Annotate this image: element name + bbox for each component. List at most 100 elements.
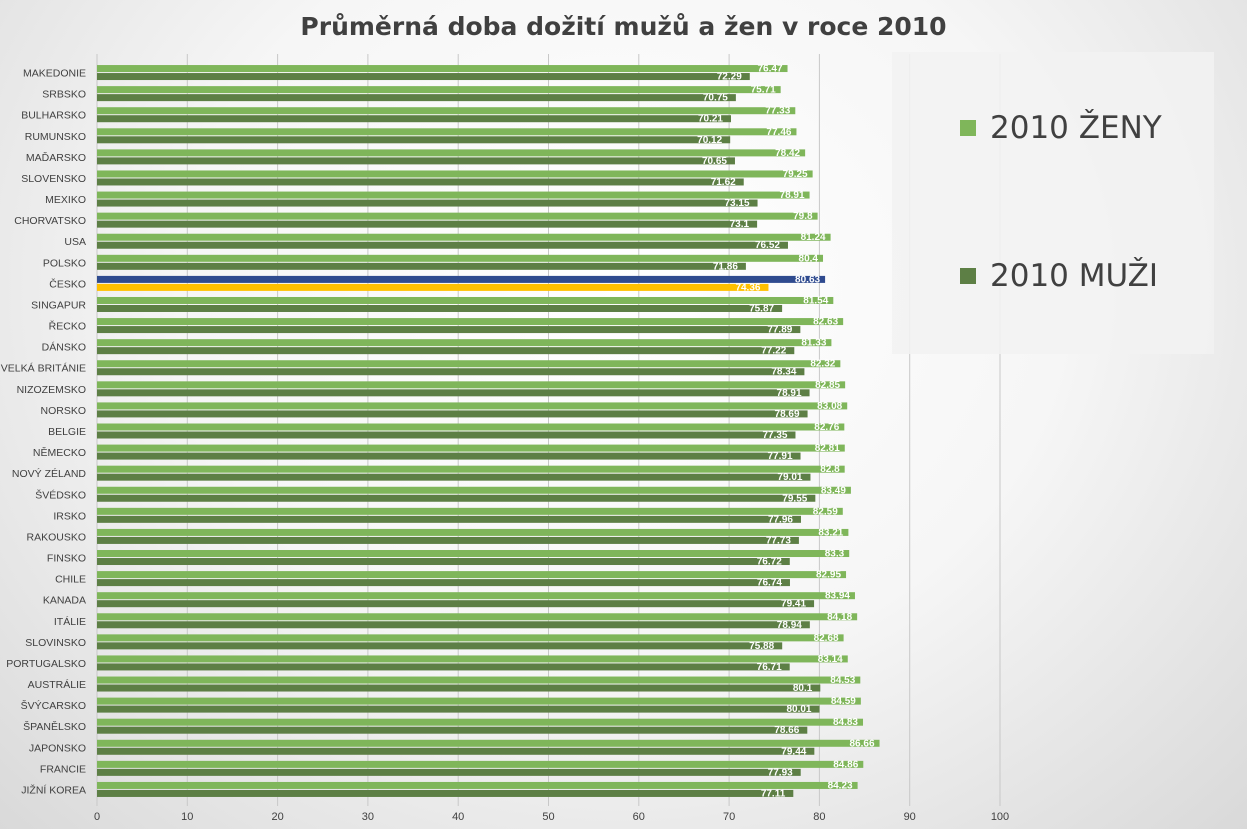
bar-zeny — [97, 65, 788, 73]
value-label-muzi: 76.52 — [755, 240, 780, 251]
bar-muzi — [97, 115, 731, 123]
bar-muzi — [97, 410, 808, 418]
x-tick-label: 100 — [991, 811, 1009, 823]
bar-zeny — [97, 423, 845, 431]
bar-muzi — [97, 768, 801, 776]
bar-zeny — [97, 191, 810, 199]
bar-muzi — [97, 705, 820, 713]
bar-muzi — [97, 642, 783, 650]
value-label-zeny: 83.49 — [821, 485, 846, 496]
x-tick-label: 10 — [181, 811, 193, 823]
bar-muzi — [97, 452, 801, 460]
value-label-zeny: 83.3 — [825, 549, 845, 560]
bar-zeny — [97, 676, 861, 684]
legend-swatch-zeny — [960, 120, 976, 136]
bar-zeny — [97, 254, 824, 262]
category-label: FRANCIE — [40, 763, 86, 775]
value-label-zeny: 82.95 — [816, 570, 841, 581]
category-label: VELKÁ BRITÁNIE — [1, 362, 86, 375]
bar-muzi — [97, 789, 794, 797]
category-label: USA — [64, 236, 86, 248]
chart-title: Průměrná doba dožití mužů a žen v roce 2… — [300, 12, 947, 41]
category-labels: MAKEDONIE SRBSKO BULHARSKO RUMUNSKO MAĎARSKO… — [1, 68, 87, 797]
legend-label-muzi: 2010 MUŽI — [990, 258, 1159, 294]
bar-muzi — [97, 515, 801, 523]
value-label-muzi: 73.15 — [725, 198, 750, 209]
bar-muzi — [97, 157, 735, 165]
category-label: SRBSKO — [42, 89, 86, 101]
bar-zeny — [97, 296, 834, 304]
legend: 2010 ŽENY 2010 MUŽI — [892, 52, 1214, 354]
bar-muzi — [97, 494, 816, 502]
x-tick-label: 90 — [904, 811, 916, 823]
category-label: DÁNSKO — [42, 341, 86, 354]
bar-muzi — [97, 262, 746, 270]
bar-zeny — [97, 592, 855, 600]
category-label: JIŽNÍ KOREA — [21, 783, 86, 796]
bar-muzi — [97, 347, 795, 355]
bar-zeny — [97, 571, 847, 579]
value-label-muzi: 77.11 — [761, 788, 786, 799]
legend-item-zeny[interactable]: 2010 ŽENY — [960, 110, 1162, 146]
value-label-muzi: 77.22 — [761, 346, 786, 357]
value-label-zeny: 83.21 — [818, 527, 843, 538]
bars — [97, 65, 880, 797]
legend-item-muzi[interactable]: 2010 MUŽI — [960, 258, 1158, 294]
bar-zeny — [97, 634, 844, 642]
bar-muzi — [97, 136, 731, 144]
value-label-muzi: 77.89 — [767, 325, 792, 336]
category-label: PORTUGALSKO — [6, 658, 86, 670]
value-label-zeny: 81.54 — [803, 295, 828, 306]
value-label-zeny: 79.8 — [793, 211, 813, 222]
category-label: ČESKO — [49, 277, 86, 290]
value-label-zeny: 82.68 — [814, 633, 839, 644]
bar-muzi — [97, 241, 788, 249]
value-label-zeny: 76.47 — [757, 64, 782, 75]
category-label: SLOVINSKO — [25, 637, 86, 649]
value-label-muzi: 75.88 — [749, 641, 774, 652]
x-tick-label: 40 — [452, 811, 464, 823]
value-label-zeny: 82.63 — [813, 317, 838, 328]
value-label-muzi: 70.12 — [697, 135, 722, 146]
category-label: CHILE — [55, 574, 86, 586]
value-label-zeny: 84.86 — [833, 759, 858, 770]
bar-zeny — [97, 381, 846, 389]
value-label-zeny: 86.66 — [850, 738, 875, 749]
value-label-muzi: 70.65 — [702, 156, 727, 167]
bar-muzi — [97, 389, 810, 397]
x-axis-ticks: 0 10 20 30 40 50 60 70 80 90 100 — [94, 811, 1009, 823]
legend-swatch-muzi — [960, 268, 976, 284]
value-label-zeny: 84.23 — [828, 780, 853, 791]
value-label-zeny: 82.32 — [810, 359, 835, 370]
value-label-zeny: 84.83 — [833, 717, 858, 728]
category-label: ŠPANĚLSKO — [23, 720, 86, 733]
category-label: ŠVÉDSKO — [35, 488, 86, 501]
value-label-muzi: 76.74 — [757, 578, 782, 589]
value-label-muzi: 70.21 — [698, 114, 723, 125]
bar-zeny — [97, 170, 813, 178]
bar-zeny — [97, 550, 850, 558]
value-label-zeny: 82.8 — [820, 464, 840, 475]
value-label-muzi: 78.91 — [777, 388, 802, 399]
category-label: ITÁLIE — [54, 615, 86, 628]
x-tick-label: 70 — [723, 811, 735, 823]
category-label: NĚMECKO — [33, 446, 86, 459]
bar-muzi — [97, 663, 790, 671]
value-label-muzi: 79.55 — [782, 493, 807, 504]
x-tick-label: 30 — [362, 811, 374, 823]
bar-muzi — [97, 431, 796, 439]
value-label-zeny: 79.25 — [783, 169, 808, 180]
value-label-muzi: 75.87 — [749, 303, 774, 314]
value-label-muzi: 70.75 — [703, 93, 728, 104]
bar-zeny — [97, 212, 818, 220]
bar-zeny — [97, 528, 849, 536]
category-label: ŘECKO — [49, 320, 86, 333]
value-label-muzi: 80.01 — [786, 704, 811, 715]
bar-zeny — [97, 444, 845, 452]
bar-muzi — [97, 600, 815, 608]
bar-muzi — [97, 178, 744, 186]
category-label: FINSKO — [47, 553, 86, 565]
value-label-zeny: 84.59 — [831, 696, 856, 707]
value-label-muzi: 78.66 — [774, 725, 799, 736]
